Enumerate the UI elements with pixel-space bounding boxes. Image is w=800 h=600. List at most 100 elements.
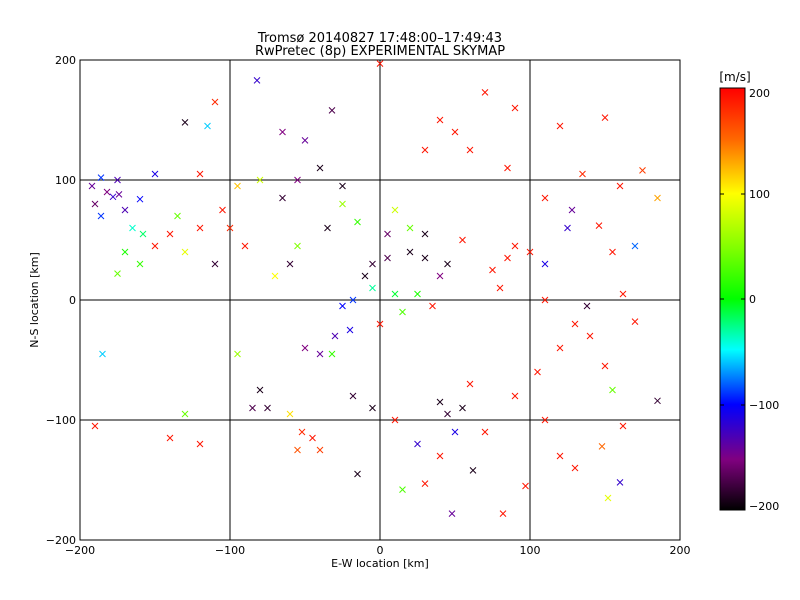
colorbar-tick-label: 0 <box>749 293 756 306</box>
data-point-cross <box>556 122 564 130</box>
data-point-cross <box>286 260 294 268</box>
chart-subtitle: RwPretec (8p) EXPERIMENTAL SKYMAP <box>255 44 505 59</box>
data-point-cross <box>609 386 616 394</box>
data-point-cross <box>619 290 627 298</box>
data-point-cross <box>376 60 384 67</box>
x-tick-label: 200 <box>670 544 691 557</box>
data-point-cross <box>421 254 429 262</box>
data-point-cross <box>241 242 249 250</box>
data-point-cross <box>294 176 301 184</box>
data-point-cross <box>271 272 279 280</box>
data-point-cross <box>421 480 429 487</box>
colorbar-tick-label: 100 <box>749 188 770 201</box>
data-point-cross <box>541 416 549 424</box>
colorbar-gradient <box>719 87 746 511</box>
colorbar: [m/s] 200 100 0 −100 −200 <box>719 70 779 513</box>
data-point-cross <box>459 236 466 244</box>
data-point-cross <box>136 195 144 203</box>
data-point-cross <box>586 332 594 340</box>
data-point-cross <box>234 350 241 358</box>
data-point-cross <box>421 230 429 238</box>
data-point-cross <box>316 350 324 358</box>
data-point-cross <box>264 404 271 412</box>
x-tick-label: 0 <box>377 544 384 557</box>
data-point-cross <box>211 98 219 106</box>
data-point-cross <box>631 242 639 250</box>
data-point-cross <box>328 350 336 358</box>
data-point-cross <box>349 392 357 400</box>
x-tick-label: 100 <box>520 544 541 557</box>
data-point-cross <box>571 320 579 328</box>
data-point-cross <box>256 386 264 394</box>
data-point-cross <box>459 404 466 412</box>
data-point-cross <box>469 467 477 474</box>
data-point-cross <box>451 428 459 436</box>
colorbar-unit: [m/s] <box>719 70 750 84</box>
data-point-cross <box>504 254 511 262</box>
data-point-cross <box>609 248 616 256</box>
data-point-cross <box>556 344 564 352</box>
data-point-cross <box>406 248 414 256</box>
data-point-cross <box>571 464 579 472</box>
data-point-cross <box>601 362 609 370</box>
data-point-cross <box>121 248 129 256</box>
data-point-cross <box>481 89 489 96</box>
data-point-cross <box>181 119 189 126</box>
data-point-cross <box>421 146 429 154</box>
data-point-cross <box>598 443 606 450</box>
data-point-cross <box>369 260 376 268</box>
scatter-points <box>88 60 661 517</box>
data-point-cross <box>253 77 261 84</box>
data-point-cross <box>436 116 444 124</box>
colorbar-ticks <box>720 193 745 406</box>
data-point-cross <box>369 284 376 292</box>
data-point-cross <box>541 296 549 304</box>
data-point-cross <box>196 170 204 178</box>
data-point-cross <box>88 182 96 190</box>
data-point-cross <box>489 266 496 274</box>
data-point-cross <box>129 224 136 232</box>
data-point-cross <box>391 290 399 298</box>
data-point-cross <box>504 164 511 172</box>
data-point-cross <box>616 479 624 486</box>
data-point-cross <box>331 332 339 340</box>
data-point-cross <box>109 193 117 201</box>
data-point-cross <box>211 260 219 268</box>
data-point-cross <box>541 260 549 268</box>
data-point-cross <box>568 206 576 214</box>
colorbar-tick-label: −100 <box>749 399 779 412</box>
data-point-cross <box>316 164 324 172</box>
data-point-cross <box>436 272 444 280</box>
data-point-cross <box>339 200 346 208</box>
data-point-cross <box>354 218 361 226</box>
data-point-cross <box>583 302 591 310</box>
grid-lines <box>80 60 680 540</box>
data-point-cross <box>166 230 174 238</box>
data-point-cross <box>604 494 612 502</box>
data-point-cross <box>115 191 123 198</box>
data-point-cross <box>181 248 189 256</box>
data-point-cross <box>399 308 406 316</box>
data-point-cross <box>511 104 519 112</box>
data-point-cross <box>376 320 384 328</box>
data-point-cross <box>324 224 331 232</box>
data-point-cross <box>654 194 661 202</box>
data-point-cross <box>298 428 306 436</box>
data-point-cross <box>616 182 624 190</box>
data-point-cross <box>639 167 646 174</box>
data-point-cross <box>294 446 301 454</box>
data-point-cross <box>294 242 301 250</box>
data-point-cross <box>556 452 564 460</box>
data-point-cross <box>564 224 571 232</box>
data-point-cross <box>526 248 534 256</box>
y-axis-label: N-S location [km] <box>28 252 41 348</box>
x-tick-label: −200 <box>65 544 95 557</box>
data-point-cross <box>196 224 204 232</box>
data-point-cross <box>429 302 436 310</box>
data-point-cross <box>354 470 361 478</box>
data-point-cross <box>234 182 241 190</box>
data-point-cross <box>301 137 309 144</box>
data-point-cross <box>466 146 474 154</box>
data-point-cross <box>256 176 264 184</box>
